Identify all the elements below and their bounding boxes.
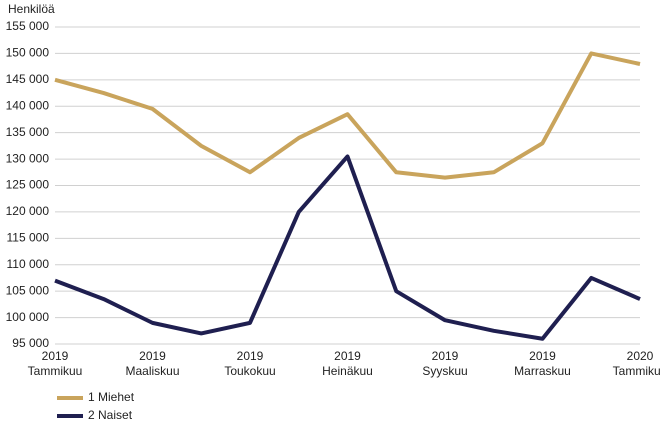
legend-label: 2 Naiset bbox=[88, 408, 133, 422]
y-tick-label: 130 000 bbox=[6, 151, 50, 165]
x-tick-year: 2019 bbox=[432, 349, 459, 363]
y-tick-label: 125 000 bbox=[6, 178, 50, 192]
legend-label: 1 Miehet bbox=[88, 390, 135, 404]
x-tick-label: Tammikuu bbox=[28, 364, 83, 378]
y-tick-label: 110 000 bbox=[7, 257, 50, 271]
y-tick-label: 150 000 bbox=[6, 46, 50, 60]
y-tick-label: 140 000 bbox=[6, 98, 50, 112]
series-line bbox=[54, 154, 641, 341]
x-tick-label: Marraskuu bbox=[514, 364, 571, 378]
x-tick-year: 2019 bbox=[42, 349, 69, 363]
x-tick-year: 2019 bbox=[529, 349, 556, 363]
series-line bbox=[54, 51, 641, 180]
x-tick-label: Tammikuu bbox=[613, 364, 661, 378]
x-tick-label: Toukokuu bbox=[224, 364, 275, 378]
y-tick-label: 100 000 bbox=[6, 310, 50, 324]
y-tick-label: 135 000 bbox=[6, 125, 50, 139]
y-tick-label: 95 000 bbox=[12, 336, 49, 350]
x-tick-label: Maaliskuu bbox=[125, 364, 179, 378]
y-tick-label: 115 000 bbox=[7, 231, 50, 245]
x-tick-year: 2020 bbox=[627, 349, 654, 363]
x-tick-label: Syyskuu bbox=[422, 364, 467, 378]
y-tick-label: 105 000 bbox=[6, 283, 50, 297]
x-tick-label: Heinäkuu bbox=[322, 364, 373, 378]
y-tick-label: 155 000 bbox=[6, 19, 50, 33]
y-tick-label: 120 000 bbox=[6, 204, 50, 218]
x-tick-year: 2019 bbox=[237, 349, 264, 363]
y-axis-label: Henkilöä bbox=[8, 2, 55, 16]
y-tick-label: 145 000 bbox=[6, 72, 50, 86]
x-tick-year: 2019 bbox=[334, 349, 361, 363]
x-tick-year: 2019 bbox=[139, 349, 166, 363]
